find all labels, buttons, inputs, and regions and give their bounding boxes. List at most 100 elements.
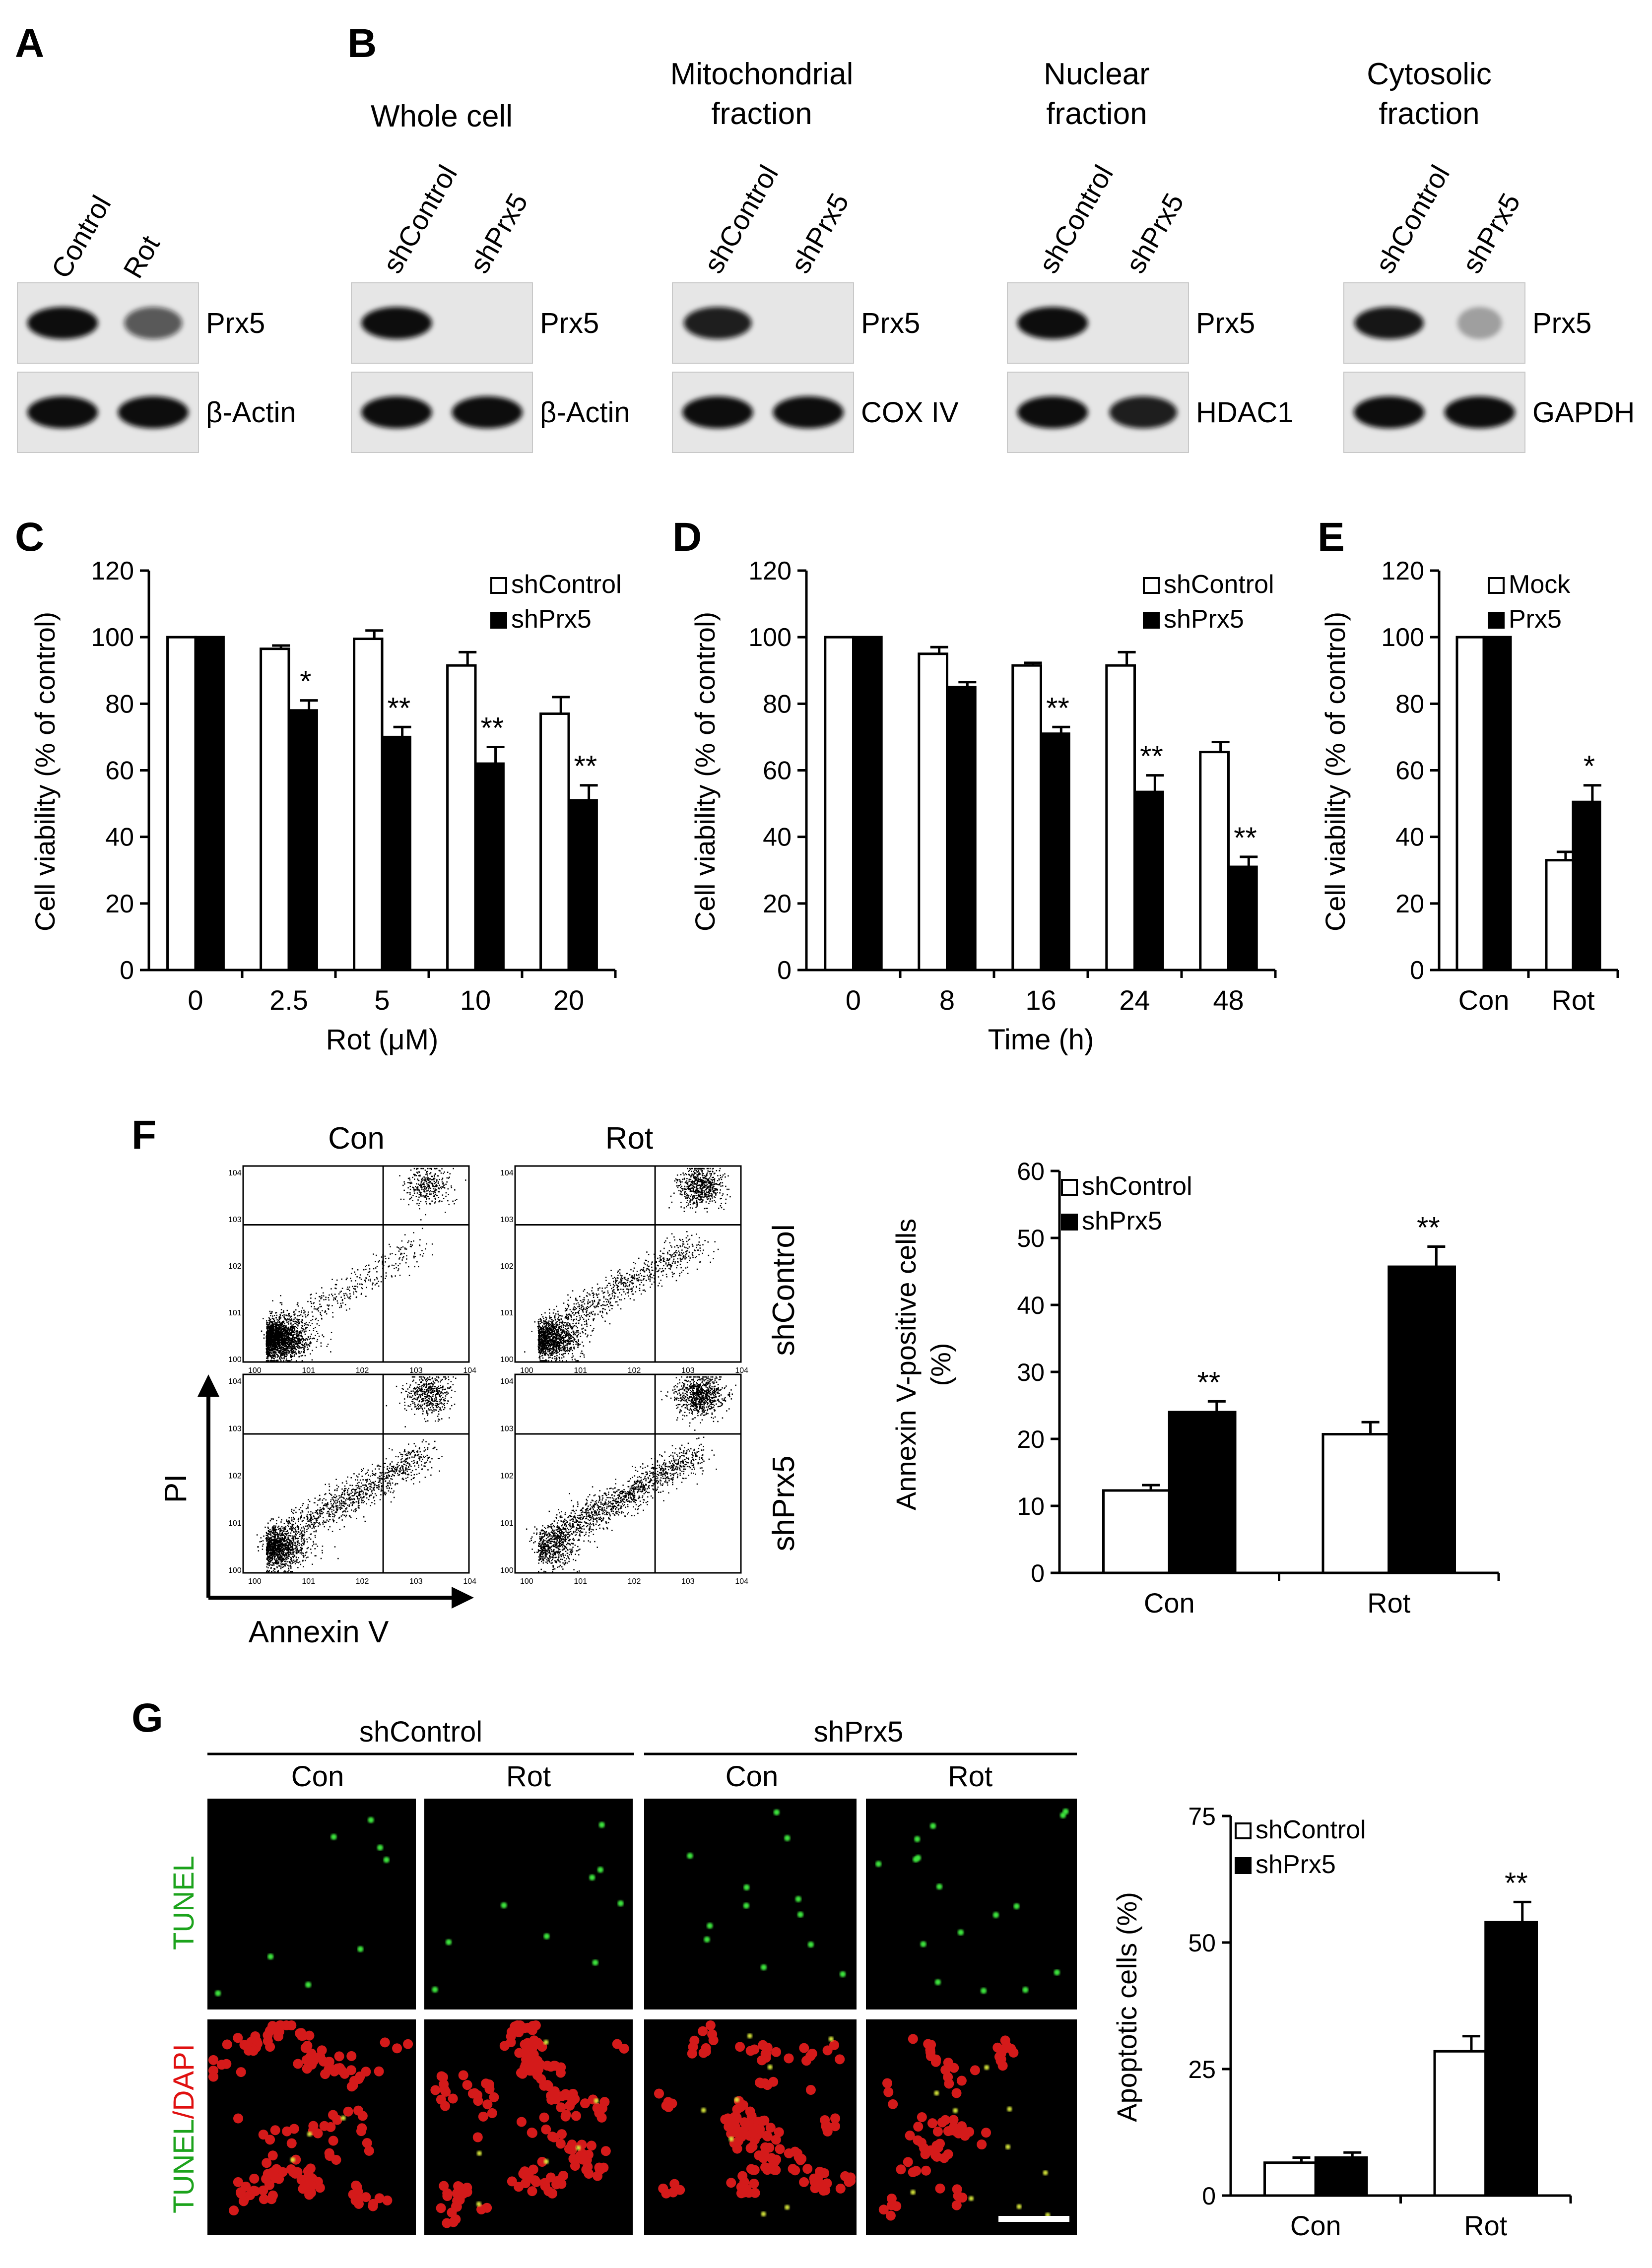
axis-tick-label: 100 [500, 1566, 514, 1575]
y-tick-label: 0 [777, 956, 792, 985]
dapi-nucleus [442, 2191, 453, 2202]
dapi-nucleus [1002, 2041, 1012, 2052]
axis-tick-label: 101 [228, 1519, 242, 1528]
x-tick-label: 0 [846, 984, 861, 1016]
tunel-positive-cell [543, 2039, 549, 2045]
dapi-nucleus [267, 2167, 278, 2177]
x-axis-label: Time (h) [988, 1024, 1094, 1056]
micrograph [866, 1799, 1077, 2009]
panel-f-flow: Con Rot shControl shPrx5 100 100 101 101 102… [159, 1121, 801, 1649]
tunel-positive-cell [357, 1946, 364, 1952]
tunel-positive-cell [728, 2137, 734, 2142]
protein-label: Prx5 [206, 307, 265, 339]
y-axis-label: Apoptotic cells (%) [1111, 1892, 1142, 2122]
protein-label: Prx5 [1196, 307, 1255, 339]
blot-band [118, 396, 189, 429]
dapi-nucleus [361, 2192, 371, 2203]
lane-label: shControl [1033, 160, 1119, 278]
bar [1572, 800, 1601, 972]
y-tick-label: 80 [763, 690, 792, 718]
micrograph [644, 1799, 857, 2009]
dapi-nucleus [265, 2135, 275, 2145]
axis-tick-label: 104 [500, 1377, 514, 1386]
event-dots [256, 1376, 457, 1572]
dapi-nucleus [530, 2020, 541, 2031]
dapi-nucleus [308, 2121, 319, 2131]
tunel-positive-cell [432, 1986, 438, 1993]
dapi-nucleus [619, 2043, 629, 2054]
dapi-nucleus [570, 2161, 580, 2171]
dapi-nucleus [956, 2075, 967, 2086]
dapi-nucleus [267, 2190, 278, 2201]
dapi-nucleus [258, 2185, 268, 2196]
tunel-positive-cell [1007, 2106, 1012, 2112]
dapi-nucleus [835, 2183, 846, 2194]
panel-letter-b: B [347, 21, 377, 66]
dapi-nucleus [555, 2068, 566, 2078]
dapi-nucleus [382, 2195, 393, 2205]
bar [1168, 1411, 1237, 1574]
bar [824, 636, 855, 972]
legend-swatch [1061, 1179, 1078, 1196]
dapi-nucleus [380, 2037, 390, 2048]
bar [446, 664, 477, 972]
dapi-nucleus [352, 2182, 362, 2192]
panel-a-blots: Control Rot Prx5 β-Actin [17, 190, 296, 453]
tunel-positive-cell [920, 1941, 926, 1947]
group-title: Nuclear [1044, 57, 1150, 91]
bar [194, 636, 225, 972]
dapi-nucleus [467, 2088, 478, 2099]
chart-g: 0 25 50 75 Con Rot ** shControl shPrx5 Apoptotic … [1111, 1803, 1572, 2241]
dapi-nucleus [735, 2102, 746, 2112]
tunel-positive-cell [305, 1982, 312, 1988]
y-tick-label: 80 [105, 690, 134, 718]
bar [353, 638, 384, 972]
lane-label: shPrx5 [1456, 188, 1526, 278]
tunel-positive-cell [543, 1933, 550, 1940]
dapi-nucleus [760, 2162, 771, 2173]
y-tick-label: 50 [1188, 1929, 1216, 1957]
dapi-nucleus [885, 2210, 896, 2221]
chart-e: 0 20 40 60 80 100 120 Con Rot * Mock Prx5 Cell viabi… [1320, 557, 1619, 1016]
arrow-head-icon [198, 1374, 219, 1397]
dapi-nucleus [788, 2164, 798, 2174]
legend-label: shControl [511, 570, 622, 599]
y-tick-label: 100 [1381, 623, 1424, 652]
chart-d: 0 20 40 60 80 100 120 0 8 16 ** 24 ** 48 ** shControl sh… [689, 557, 1277, 1056]
significance-label: ** [387, 691, 410, 724]
dapi-nucleus [539, 2112, 549, 2123]
protein-label: Prx5 [861, 307, 920, 339]
dapi-nucleus [306, 2048, 317, 2059]
tunel-positive-cell [969, 2196, 974, 2201]
dapi-nucleus [896, 2164, 906, 2175]
axis-tick-label: 102 [228, 1262, 242, 1271]
axis-tick-label: 102 [356, 1577, 369, 1586]
blot-strip: Prx5 [17, 282, 265, 364]
column-label: Con [726, 1760, 778, 1793]
legend-swatch [1143, 577, 1160, 594]
dapi-nucleus [452, 2188, 462, 2199]
dapi-nucleus [487, 2108, 497, 2118]
tunel-positive-cell [734, 2097, 739, 2102]
dapi-nucleus [762, 2131, 773, 2141]
tunel-positive-cell [747, 2033, 752, 2039]
dapi-nucleus [930, 2150, 941, 2160]
dapi-nucleus [771, 2047, 782, 2057]
bar [1102, 1489, 1171, 1574]
axis-tick-label: 101 [500, 1519, 514, 1528]
group-label: shPrx5 [814, 1716, 904, 1748]
dapi-nucleus [336, 2065, 347, 2075]
dapi-nucleus [530, 2062, 540, 2073]
significance-label: * [1584, 750, 1595, 783]
dapi-nucleus [654, 2088, 664, 2099]
axis-tick-label: 100 [520, 1577, 533, 1586]
bar [1433, 2050, 1487, 2197]
legend-swatch [490, 612, 507, 629]
axis-tick-label: 103 [500, 1216, 514, 1224]
dapi-nucleus [701, 2046, 711, 2057]
significance-label: ** [1140, 740, 1163, 773]
dapi-nucleus [482, 2099, 493, 2110]
dapi-nucleus [325, 2150, 335, 2161]
y-tick-label: 0 [1031, 1559, 1045, 1587]
